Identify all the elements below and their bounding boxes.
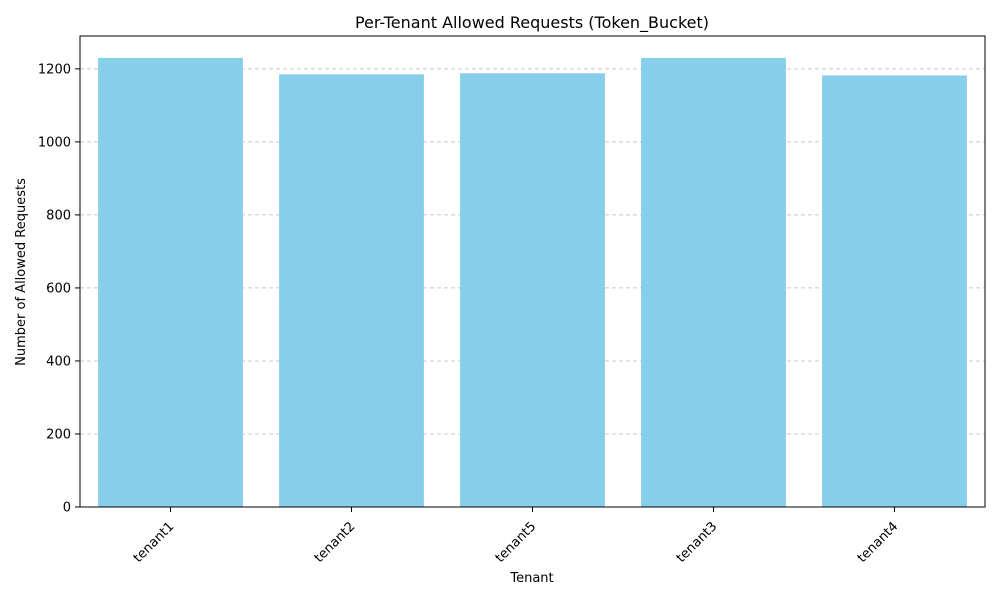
x-axis-label: Tenant [509,571,553,586]
y-tick-label: 1000 [38,135,71,150]
y-axis-label: Number of Allowed Requests [14,178,29,366]
bars [98,57,967,508]
bar-tenant4 [822,75,967,507]
y-tick-label: 600 [46,281,71,296]
chart-title: Per-Tenant Allowed Requests (Token_Bucke… [355,13,709,33]
plot-frame [79,35,986,508]
y-tick-label: 400 [46,354,71,369]
y-axis: 0 200 400 600 800 1000 1200 [38,62,80,516]
bar-tenant1 [98,57,243,507]
y-tick-label: 0 [63,501,71,516]
y-tick-label: 1200 [38,62,71,77]
y-tick-label: 200 [46,427,71,442]
bar-tenant5 [460,73,605,508]
y-tick-label: 800 [46,208,71,223]
bar-tenant2 [279,74,424,507]
bar-tenant3 [641,57,786,507]
